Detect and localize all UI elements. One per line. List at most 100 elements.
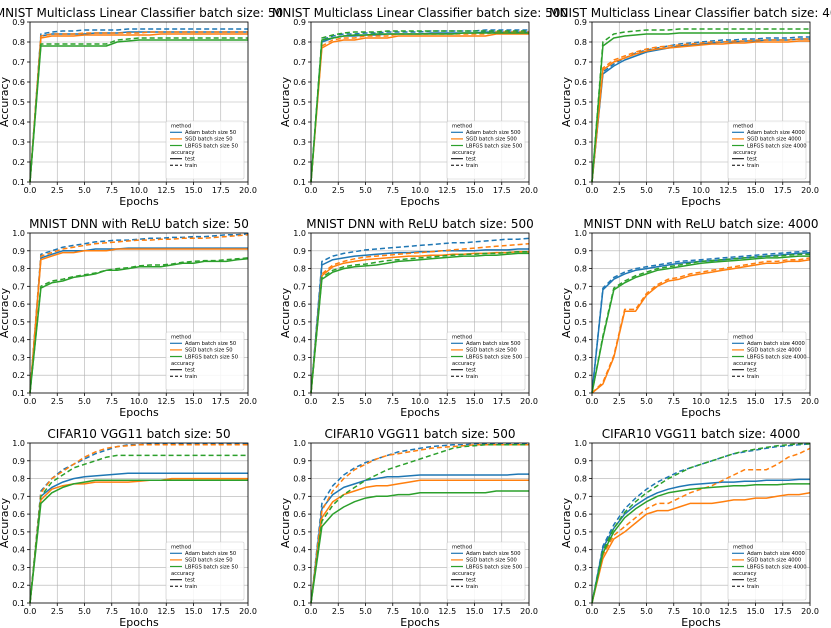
y-tick-label: 0.5 bbox=[12, 318, 25, 327]
x-tick-label: 5.0 bbox=[640, 397, 653, 406]
series-sgd-train-line bbox=[310, 444, 529, 604]
legend-entry-sgd: SGD batch size 4000 bbox=[747, 348, 801, 354]
chart-title: MNIST DNN with ReLU batch size: 50 bbox=[29, 217, 249, 231]
y-tick-label: 0.5 bbox=[293, 98, 306, 107]
series-lbfgs-test-line bbox=[310, 490, 529, 604]
legend-entry-sgd: SGD batch size 4000 bbox=[747, 558, 801, 564]
y-tick-label: 0.9 bbox=[12, 247, 25, 256]
series-sgd-train-line bbox=[310, 242, 530, 394]
y-axis-label: Accuracy bbox=[560, 76, 573, 127]
y-tick-label: 0.4 bbox=[574, 336, 587, 345]
y-axis-label: Accuracy bbox=[560, 287, 573, 338]
y-tick-label: 0.9 bbox=[293, 247, 306, 256]
y-tick-label: 1.0 bbox=[574, 229, 587, 238]
series-lbfgs-train-line bbox=[591, 443, 810, 604]
legend-box bbox=[165, 541, 245, 601]
series-sgd-test-line bbox=[310, 33, 529, 183]
x-tick-label: 7.5 bbox=[386, 186, 399, 195]
subplot-8: CIFAR10 VGG11 batch size: 500 0.0 2.5 5.0 7.… bbox=[279, 427, 538, 628]
y-tick-label: 0.2 bbox=[574, 371, 587, 380]
legend-entry-adam: Adam batch size 500 bbox=[466, 130, 521, 136]
y-tick-label: 0.3 bbox=[574, 353, 587, 362]
x-tick-label: 5.0 bbox=[359, 397, 372, 406]
legend-entry-test: test bbox=[466, 157, 476, 163]
series-lbfgs-test-line bbox=[29, 258, 249, 394]
series-lbfgs-test-line bbox=[591, 32, 810, 183]
series-sgd-test-line bbox=[29, 477, 248, 604]
y-tick-label: 0.9 bbox=[293, 457, 306, 466]
series-lbfgs-train-line bbox=[591, 28, 810, 183]
series-lbfgs-train-line bbox=[310, 30, 529, 183]
y-tick-label: 0.2 bbox=[574, 581, 587, 590]
legend-header-accuracy: accuracy bbox=[452, 150, 475, 156]
x-tick-label: 12.5 bbox=[438, 607, 456, 616]
legend-entry-adam: Adam batch size 4000 bbox=[747, 130, 805, 136]
y-tick-label: 0.8 bbox=[293, 475, 306, 484]
legend-entry-sgd: SGD batch size 500 bbox=[466, 348, 517, 354]
series-lbfgs-train-line bbox=[29, 454, 248, 604]
series-lbfgs-train-line bbox=[29, 257, 249, 394]
legend-entry-lbfgs: LBFGS batch size 4000 bbox=[747, 564, 807, 570]
y-tick-label: 0.1 bbox=[12, 599, 25, 608]
legend-box bbox=[165, 331, 245, 391]
legend-entry-sgd: SGD batch size 4000 bbox=[747, 137, 801, 143]
subplot-7: CIFAR10 VGG11 batch size: 50 0.0 2.5 5.0 7.5… bbox=[0, 427, 257, 628]
x-tick-label: 20.0 bbox=[239, 186, 257, 195]
y-tick-label: 0.7 bbox=[12, 492, 25, 501]
legend-entry-test: test bbox=[185, 157, 195, 163]
legend-entry-adam: Adam batch size 50 bbox=[185, 551, 236, 557]
y-tick-label: 0.2 bbox=[12, 371, 25, 380]
chart-title: CIFAR10 VGG11 batch size: 500 bbox=[325, 427, 516, 441]
x-tick-label: 10.0 bbox=[692, 607, 710, 616]
y-tick-label: 0.2 bbox=[293, 158, 306, 167]
y-tick-label: 1.0 bbox=[574, 439, 587, 448]
legend-entry-adam: Adam batch size 500 bbox=[466, 341, 521, 347]
y-tick-label: 0.6 bbox=[12, 300, 25, 309]
series-sgd-train-line bbox=[591, 447, 811, 604]
y-tick-label: 0.8 bbox=[574, 475, 587, 484]
x-tick-label: 0.0 bbox=[305, 186, 318, 195]
x-tick-label: 17.5 bbox=[774, 186, 792, 195]
y-tick-label: 0.6 bbox=[574, 78, 587, 87]
x-tick-label: 2.5 bbox=[51, 607, 64, 616]
chart-title: MNIST DNN with ReLU batch size: 500 bbox=[306, 217, 534, 231]
y-tick-label: 0.4 bbox=[574, 546, 587, 555]
legend-header-method: method bbox=[171, 124, 191, 130]
legend-entry-sgd: SGD batch size 50 bbox=[185, 348, 233, 354]
plot-frame bbox=[310, 232, 530, 394]
y-tick-label: 0.3 bbox=[12, 563, 25, 572]
legend-entry-sgd: SGD batch size 50 bbox=[185, 558, 233, 564]
chart-title: CIFAR10 VGG11 batch size: 50 bbox=[47, 427, 230, 441]
series-sgd-train-line bbox=[29, 31, 248, 183]
y-tick-label: 0.4 bbox=[12, 336, 25, 345]
legend-entry-sgd: SGD batch size 500 bbox=[466, 137, 517, 143]
chart-title: MNIST Multiclass Linear Classifier batch… bbox=[272, 6, 568, 20]
y-tick-label: 0.8 bbox=[12, 475, 25, 484]
y-tick-label: 0.7 bbox=[293, 58, 306, 67]
x-tick-label: 12.5 bbox=[438, 186, 456, 195]
x-axis-label: Epochs bbox=[119, 616, 159, 628]
legend-entry-train: train bbox=[747, 374, 759, 380]
x-tick-label: 12.5 bbox=[719, 397, 737, 406]
x-tick-label: 2.5 bbox=[332, 607, 345, 616]
x-axis-label: Epochs bbox=[681, 195, 721, 208]
series-lbfgs-test-line bbox=[29, 39, 248, 183]
legend-entry-adam: Adam batch size 50 bbox=[185, 341, 236, 347]
y-tick-label: 0.4 bbox=[293, 118, 306, 127]
y-tick-label: 0.9 bbox=[12, 18, 25, 27]
x-tick-label: 20.0 bbox=[239, 397, 257, 406]
x-tick-label: 5.0 bbox=[640, 186, 653, 195]
legend-entry-train: train bbox=[185, 374, 197, 380]
series-sgd-train-line bbox=[29, 444, 248, 604]
legend-header-method: method bbox=[452, 545, 472, 551]
legend-entry-lbfgs: LBFGS batch size 4000 bbox=[747, 143, 807, 149]
x-tick-label: 10.0 bbox=[130, 607, 148, 616]
y-tick-label: 0.1 bbox=[12, 389, 25, 398]
x-tick-label: 12.5 bbox=[157, 397, 175, 406]
y-tick-label: 0.4 bbox=[574, 118, 587, 127]
legend-entry-sgd: SGD batch size 500 bbox=[466, 558, 517, 564]
